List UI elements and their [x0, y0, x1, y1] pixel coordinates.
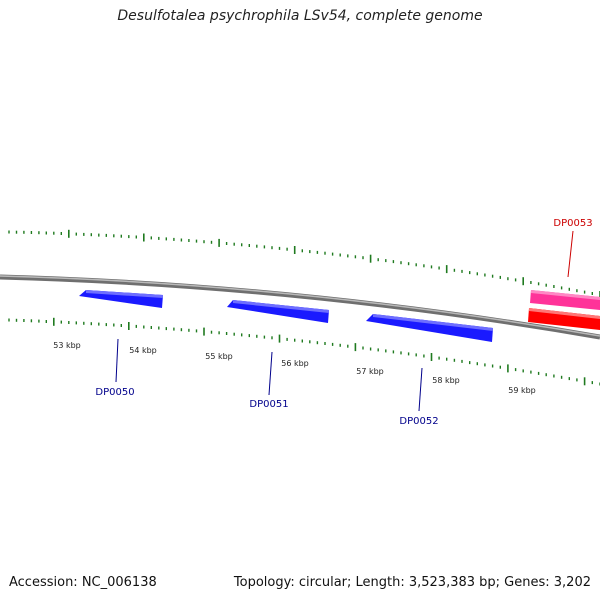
- gene-label-dp0052[interactable]: DP0052: [399, 416, 438, 427]
- gene-label-dp0053[interactable]: DP0053: [553, 218, 592, 229]
- gene-dp0053[interactable]: [530, 290, 600, 310]
- gene-dp0051[interactable]: [227, 300, 329, 323]
- scale-label-55kbp: 55 kbp: [205, 352, 233, 361]
- inner-tick-row: [8, 317, 600, 386]
- scale-label-53kbp: 53 kbp: [53, 341, 81, 350]
- genome-backbone-highlight: [0, 275, 600, 337]
- scale-label-54kbp: 54 kbp: [129, 346, 157, 355]
- gene-dp0052[interactable]: [366, 314, 493, 342]
- map-title: Desulfotalea psychrophila LSv54, complet…: [117, 8, 483, 24]
- genome-backbone: [0, 274, 600, 340]
- gene-dp0050[interactable]: [79, 290, 163, 308]
- accession-label: Accession: NC_006138: [9, 575, 157, 590]
- scale-label-57kbp: 57 kbp: [356, 367, 384, 376]
- scale-label-58kbp: 58 kbp: [432, 376, 460, 385]
- scale-label-59kbp: 59 kbp: [508, 386, 536, 395]
- genome-summary-label: Topology: circular; Length: 3,523,383 bp…: [233, 575, 591, 590]
- outer-tick-row: [8, 229, 600, 299]
- label-line-dp0052: [418, 367, 423, 412]
- label-line-dp0051: [268, 351, 273, 396]
- gene-red-neighbor[interactable]: [528, 308, 600, 330]
- label-line-dp0050: [115, 338, 119, 383]
- scale-label-56kbp: 56 kbp: [281, 359, 309, 368]
- gene-label-dp0051[interactable]: DP0051: [249, 399, 288, 410]
- label-line-dp0053: [567, 230, 574, 278]
- gene-label-dp0050[interactable]: DP0050: [95, 387, 134, 398]
